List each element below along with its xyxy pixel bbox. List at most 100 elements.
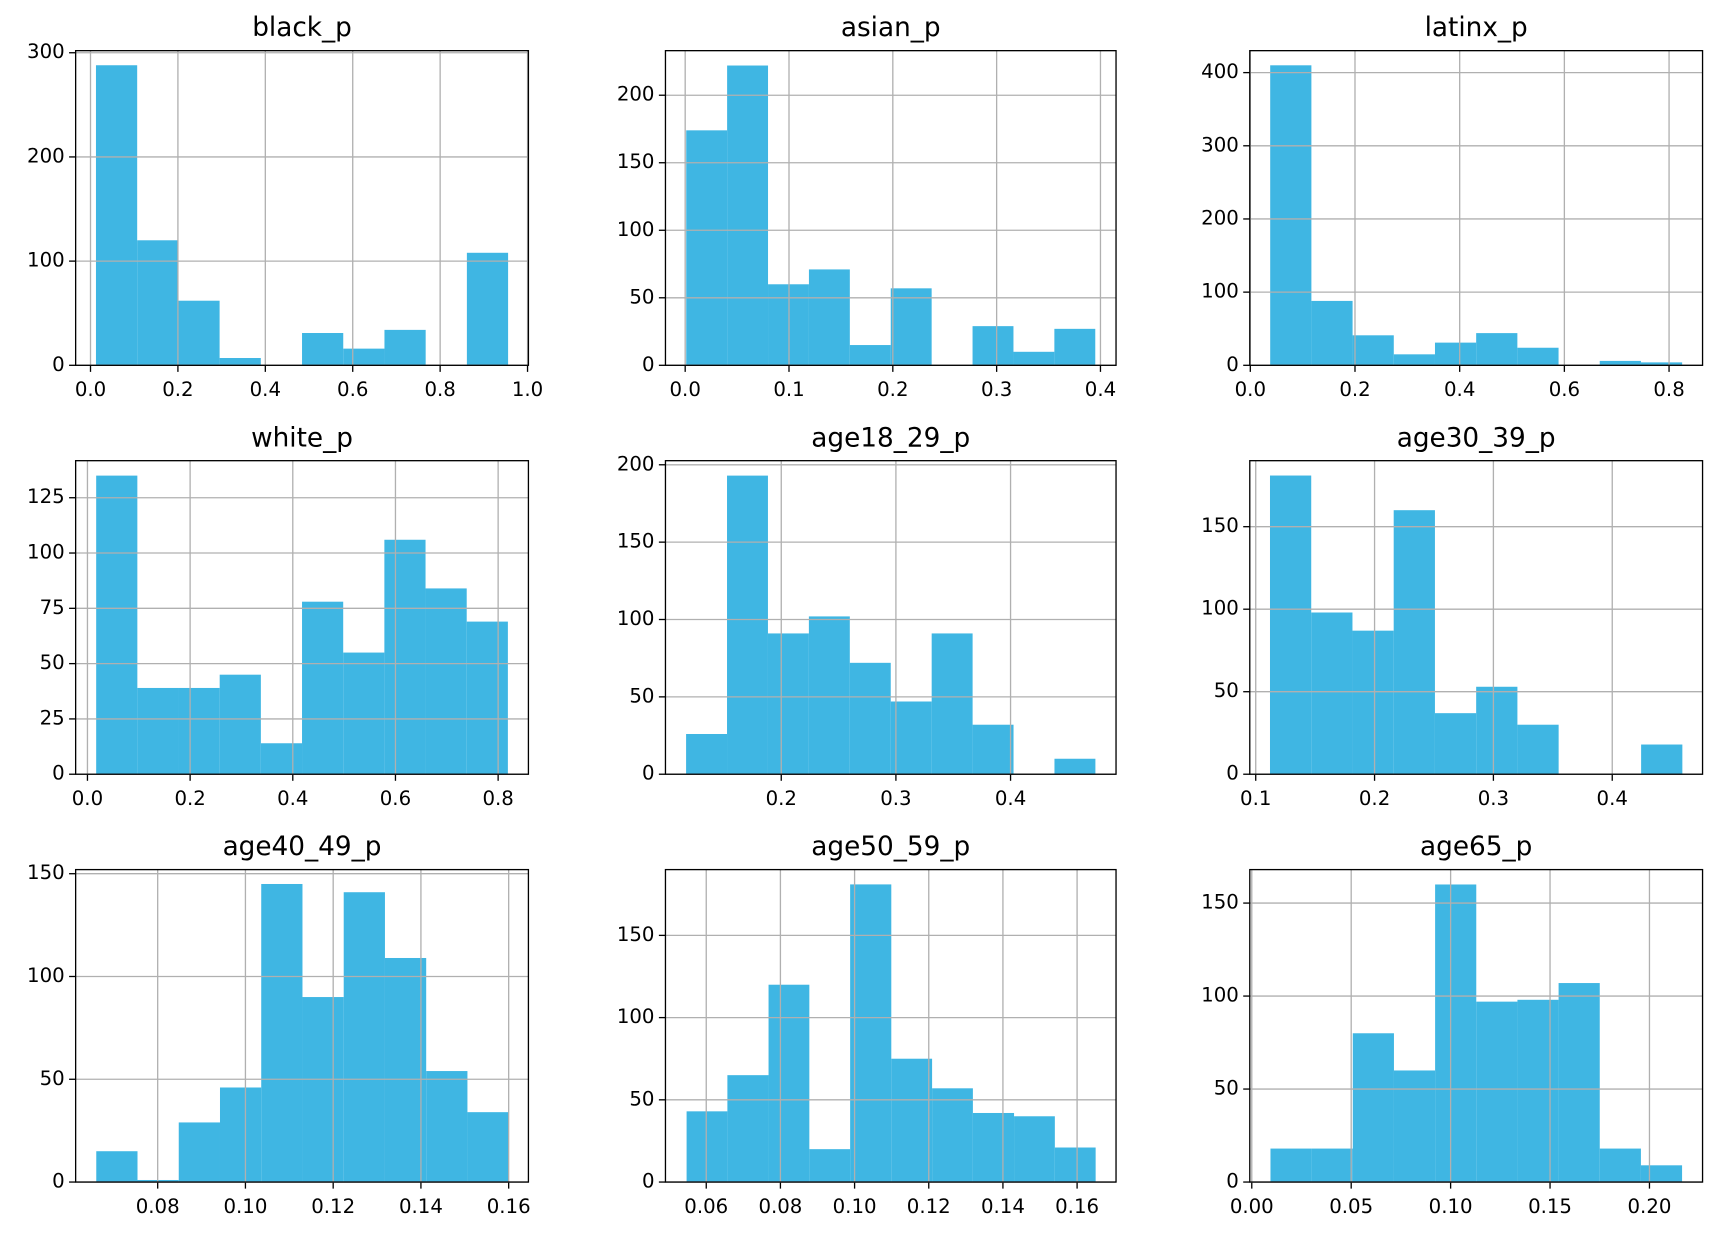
axes-frame [74,50,530,366]
x-tick-label: 0.16 [487,1195,531,1218]
bar [1641,744,1683,775]
axes-frame [664,460,1117,775]
y-tick-label: 400 [1201,60,1239,83]
bar [1517,724,1559,775]
y-tick-label: 150 [617,530,655,553]
bar [1393,1070,1436,1183]
bar [1599,1148,1641,1183]
bar [686,1111,728,1183]
bar [466,252,509,366]
bar [1393,510,1435,775]
y-tick-label: 125 [27,485,65,508]
bar [1476,1001,1518,1183]
bar [1476,686,1518,775]
bar [302,333,344,366]
axes-frame [664,868,1117,1183]
x-tick-label: 0.3 [1478,787,1509,810]
bar [1517,999,1559,1183]
y-tick-label: 150 [617,150,655,173]
y-tick-label: 100 [617,218,655,241]
bar [178,1122,220,1183]
x-tick-label: 0.6 [1549,378,1580,401]
chart-title: age50_59_p [811,832,970,862]
bar [1054,758,1096,775]
y-tick-label: 150 [1201,891,1239,914]
y-tick-label: 100 [617,1005,655,1028]
y-tick-label: 300 [1201,133,1239,156]
y-tick-label: 50 [629,684,654,707]
bar [384,539,426,775]
bar [890,701,932,775]
x-tick-label: 1.0 [512,378,543,401]
bar [219,358,261,366]
x-tick-label: 0.4 [277,787,308,810]
x-tick-label: 0.06 [684,1195,728,1218]
y-tick-label: 200 [617,83,655,106]
bar [178,300,220,366]
bar [1517,347,1559,366]
y-tick-label: 100 [27,541,65,564]
y-tick-label: 50 [40,651,65,674]
x-tick-label: 0.12 [311,1195,355,1218]
x-tick-label: 0.1 [773,378,804,401]
y-tick-label: 75 [40,596,65,619]
bar [1558,983,1600,1183]
bar [219,1087,262,1183]
axes-frame [1249,460,1704,775]
y-tick-label: 200 [1201,206,1239,229]
x-tick-label: 0.4 [1085,378,1116,401]
x-tick-label: 0.0 [670,378,701,401]
y-tick-label: 0 [642,1170,655,1193]
bar [384,329,426,366]
x-tick-label: 0.0 [75,378,106,401]
x-tick-label: 0.16 [1055,1195,1099,1218]
bar [972,724,1014,775]
bar [1640,1165,1683,1183]
bar [931,633,973,775]
bar [343,652,385,775]
y-tick-label: 50 [40,1067,65,1090]
bar [808,269,850,366]
axes-frame [74,868,530,1183]
y-tick-label: 25 [40,706,65,729]
y-tick-label: 0 [1226,353,1239,376]
x-tick-label: 0.2 [766,787,797,810]
axes-frame [664,50,1117,366]
y-tick-label: 150 [1201,514,1239,537]
bar [1054,328,1096,366]
bar [972,1112,1015,1183]
y-tick-label: 0 [52,353,65,376]
x-tick-label: 0.1 [1240,787,1271,810]
bar [302,997,344,1183]
bar [1013,351,1055,366]
y-tick-label: 50 [629,1087,654,1110]
x-tick-label: 0.4 [995,787,1026,810]
x-tick-label: 0.12 [907,1195,951,1218]
bar [1054,1147,1096,1183]
bar [850,884,892,1183]
bar [1434,713,1477,775]
y-tick-label: 0 [642,762,655,785]
bar [727,1075,769,1183]
y-tick-label: 0 [1226,762,1239,785]
x-tick-label: 0.6 [380,787,411,810]
x-tick-label: 0.14 [399,1195,443,1218]
bar [767,633,809,775]
x-tick-label: 0.2 [877,378,908,401]
chart-title: age30_39_p [1397,423,1556,453]
bar [137,687,179,775]
x-tick-label: 0.14 [981,1195,1025,1218]
chart-title: black_p [252,13,352,43]
bar [466,621,508,775]
y-tick-label: 0 [642,353,655,376]
bar [95,65,138,366]
bar [219,674,261,775]
bar [96,1151,138,1183]
y-tick-label: 100 [27,249,65,272]
bar [890,288,932,366]
bar [727,65,769,366]
x-tick-label: 0.8 [424,378,455,401]
chart-title: latinx_p [1425,13,1528,43]
